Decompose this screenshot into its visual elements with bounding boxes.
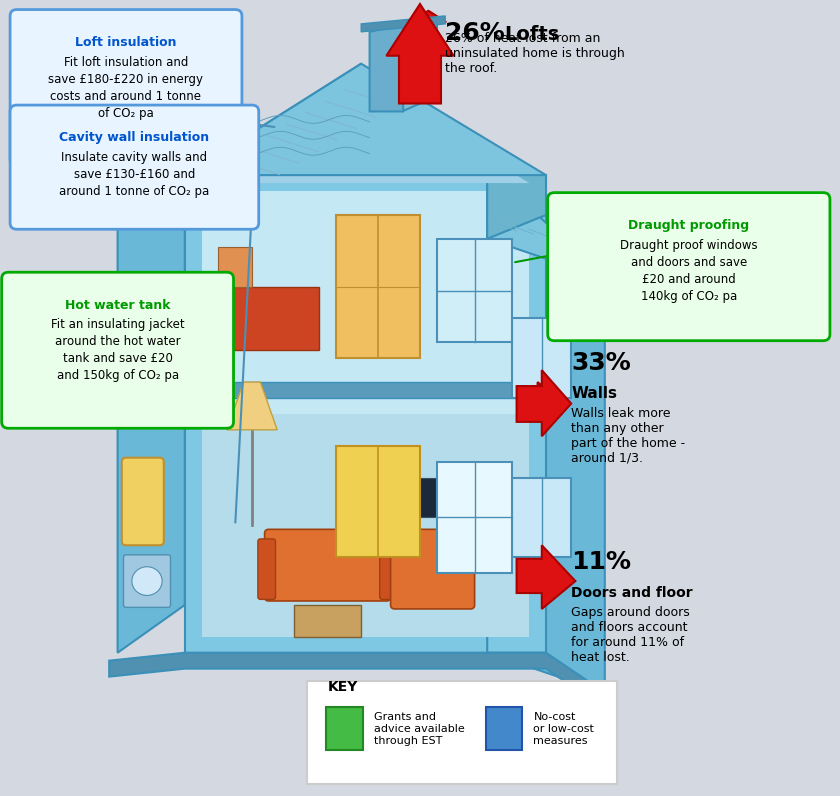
Text: Grants and
advice available
through EST: Grants and advice available through EST	[374, 712, 465, 746]
FancyBboxPatch shape	[10, 105, 259, 229]
Polygon shape	[227, 382, 277, 430]
FancyBboxPatch shape	[486, 707, 522, 750]
Polygon shape	[202, 80, 529, 183]
Text: Fit an insulating jacket
around the hot water
tank and save £20
and 150kg of CO₂: Fit an insulating jacket around the hot …	[50, 318, 185, 382]
Text: Insulate cavity walls and
save £130-£160 and
around 1 tonne of CO₂ pa: Insulate cavity walls and save £130-£160…	[60, 151, 209, 198]
Polygon shape	[185, 64, 546, 175]
Polygon shape	[487, 215, 546, 653]
FancyBboxPatch shape	[2, 272, 234, 428]
Text: Fit loft insulation and
save £180-£220 in energy
costs and around 1 tonne
of CO₂: Fit loft insulation and save £180-£220 i…	[49, 56, 203, 119]
Polygon shape	[386, 4, 454, 103]
FancyBboxPatch shape	[380, 539, 397, 599]
Text: No-cost
or low-cost
measures: No-cost or low-cost measures	[533, 712, 594, 746]
FancyBboxPatch shape	[218, 287, 319, 350]
Polygon shape	[521, 382, 563, 422]
FancyBboxPatch shape	[391, 529, 475, 609]
FancyBboxPatch shape	[294, 605, 361, 637]
Polygon shape	[118, 64, 361, 223]
Text: Lofts: Lofts	[504, 25, 559, 44]
Text: 26%: 26%	[445, 21, 505, 45]
Polygon shape	[109, 653, 605, 708]
Polygon shape	[403, 24, 437, 111]
Polygon shape	[517, 545, 575, 609]
Polygon shape	[185, 382, 546, 398]
Text: Cavity wall insulation: Cavity wall insulation	[60, 131, 209, 144]
Text: Hot water tank: Hot water tank	[65, 298, 171, 311]
FancyBboxPatch shape	[336, 446, 420, 557]
FancyBboxPatch shape	[307, 681, 617, 784]
Polygon shape	[487, 239, 605, 693]
Text: Draught proof windows
and doors and save
£20 and around
140kg of CO₂ pa: Draught proof windows and doors and save…	[620, 239, 758, 302]
Circle shape	[132, 567, 162, 595]
Text: 11%: 11%	[571, 550, 631, 574]
Polygon shape	[202, 191, 529, 637]
Polygon shape	[185, 175, 546, 653]
FancyBboxPatch shape	[123, 555, 171, 607]
FancyBboxPatch shape	[548, 193, 830, 341]
Text: Draught proofing: Draught proofing	[628, 219, 749, 232]
Polygon shape	[361, 16, 445, 32]
FancyBboxPatch shape	[326, 707, 363, 750]
Polygon shape	[370, 24, 403, 111]
Text: KEY: KEY	[328, 680, 358, 694]
Text: Doors and floor: Doors and floor	[571, 586, 693, 600]
FancyBboxPatch shape	[218, 247, 252, 287]
FancyBboxPatch shape	[512, 318, 571, 398]
FancyBboxPatch shape	[258, 539, 276, 599]
FancyBboxPatch shape	[395, 478, 445, 517]
FancyBboxPatch shape	[512, 478, 571, 557]
Text: Walls: Walls	[571, 386, 617, 401]
FancyBboxPatch shape	[122, 458, 164, 545]
Text: Walls leak more
than any other
part of the home -
around 1/3.: Walls leak more than any other part of t…	[571, 407, 685, 465]
Text: Gaps around doors
and floors account
for around 11% of
heat lost.: Gaps around doors and floors account for…	[571, 606, 690, 664]
Polygon shape	[517, 370, 571, 436]
FancyBboxPatch shape	[437, 239, 512, 342]
Text: 33%: 33%	[571, 351, 631, 375]
FancyBboxPatch shape	[202, 414, 529, 637]
Polygon shape	[118, 175, 185, 653]
Text: 26% of heat lost from an
uninsulated home is through
the roof.: 26% of heat lost from an uninsulated hom…	[445, 32, 625, 75]
Polygon shape	[487, 167, 546, 239]
FancyBboxPatch shape	[10, 10, 242, 166]
Polygon shape	[487, 167, 605, 279]
FancyBboxPatch shape	[437, 462, 512, 573]
FancyBboxPatch shape	[336, 215, 420, 358]
FancyBboxPatch shape	[265, 529, 391, 601]
Text: Loft insulation: Loft insulation	[76, 36, 176, 49]
